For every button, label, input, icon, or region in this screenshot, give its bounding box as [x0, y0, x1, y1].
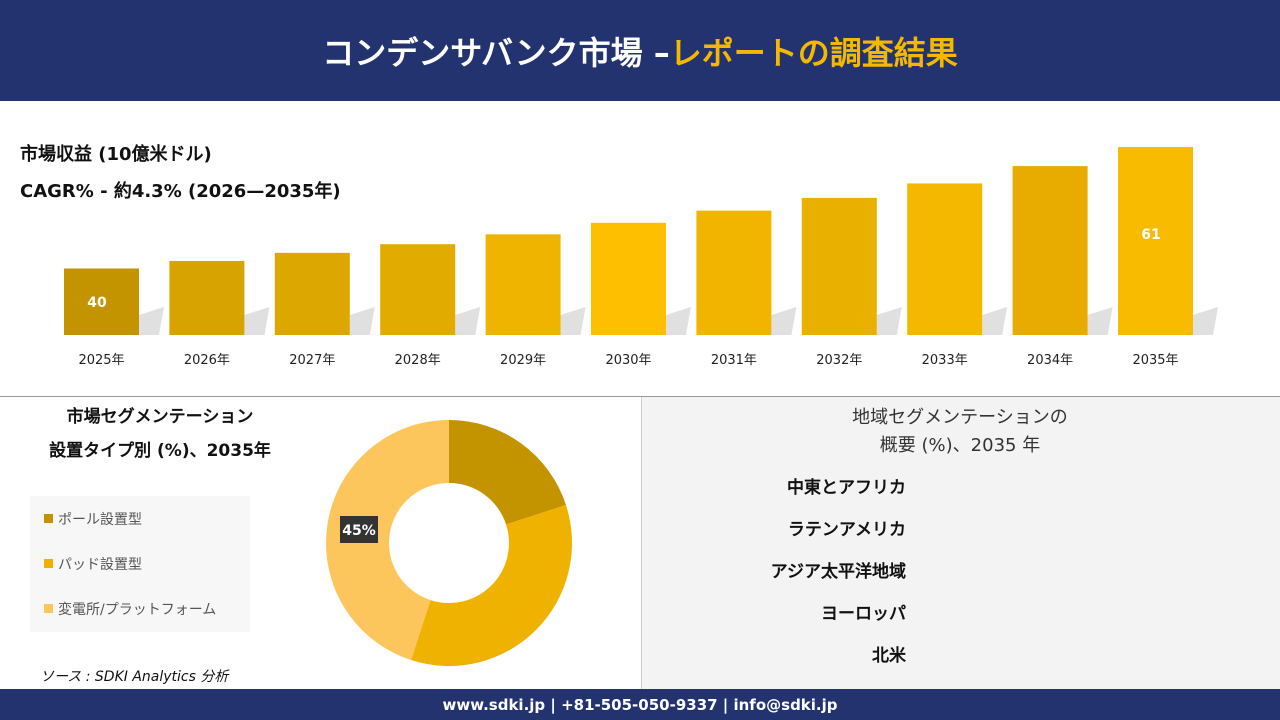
x-tick-label: 2034年 — [1027, 353, 1073, 368]
donut-legend: ポール設置型 パッド設置型 変電所/プラットフォーム — [30, 496, 250, 632]
bar-2032年 — [801, 197, 877, 335]
x-tick-label: 2027年 — [289, 353, 335, 368]
bar-shadow — [1087, 307, 1113, 335]
donut-slice-パッド設置型 — [410, 504, 573, 667]
bar-shadow — [666, 307, 691, 335]
regional-panel — [641, 397, 1280, 689]
region-label: 北米 — [872, 646, 906, 666]
bar-shadow — [455, 307, 481, 335]
source-note: ソース : SDKI Analytics 分析 — [40, 669, 229, 685]
regional-title: 地域セグメンテーションの 概要 (%)、2035 年 — [760, 404, 1160, 460]
legend-item: ポール設置型 — [30, 496, 250, 541]
segment-title-line1: 市場セグメンテーション — [66, 407, 254, 427]
legend-label: 変電所/プラットフォーム — [58, 601, 217, 618]
x-tick-label: 2035年 — [1132, 353, 1178, 368]
x-tick-label: 2032年 — [816, 353, 862, 368]
region-label: ヨーロッパ — [821, 604, 906, 624]
legend-swatch — [44, 604, 53, 613]
regional-title-line2: 概要 (%)、2035 年 — [879, 435, 1041, 456]
footer-contact: www.sdki.jp | +81-505-050-9337 | info@sd… — [0, 689, 1280, 720]
x-tick-label: 2031年 — [711, 353, 757, 368]
x-tick-label: 2026年 — [184, 353, 230, 368]
x-tick-label: 2033年 — [922, 353, 968, 368]
bar-2034年 — [1012, 166, 1088, 335]
bar-2030年 — [591, 222, 666, 335]
cagr-subtitle: CAGR% - 約4.3% (2026—2035年) — [20, 181, 341, 202]
bar-data-label: 40 — [87, 295, 107, 311]
donut-data-label: 45% — [342, 523, 376, 539]
x-tick-label: 2028年 — [395, 353, 441, 368]
bar-2028年 — [380, 244, 456, 335]
header-banner: コンデンサバンク市場 – レポートの調査結果 — [0, 0, 1280, 101]
legend-swatch — [44, 514, 53, 523]
divider — [0, 396, 1280, 397]
donut-slice-ポール設置型 — [449, 420, 566, 525]
title-accent: レポートの調査結果 — [669, 33, 958, 72]
bar-2031年 — [696, 210, 772, 335]
bar-shadow — [349, 307, 375, 335]
bar-shadow — [244, 307, 270, 335]
x-tick-label: 2030年 — [605, 353, 651, 368]
regional-title-line1: 地域セグメンテーションの — [852, 407, 1068, 428]
donut-slice-変電所/プラットフォーム — [325, 420, 449, 660]
bar-2026年 — [169, 260, 245, 335]
bar-shadow — [560, 307, 586, 335]
region-label: 中東とアフリカ — [787, 478, 906, 498]
bar-2035年 — [1118, 147, 1193, 335]
bar-shadow — [139, 307, 164, 335]
segment-title-line2: 設置タイプ別 (%)、2035年 — [49, 441, 271, 461]
bar-2025年 — [64, 268, 139, 335]
segment-title: 市場セグメンテーション 設置タイプ別 (%)、2035年 — [20, 400, 300, 468]
bar-2033年 — [907, 183, 983, 335]
region-label: アジア太平洋地域 — [770, 562, 906, 582]
bar-2029年 — [485, 234, 561, 335]
title-main: コンデンサバンク市場 – — [322, 33, 670, 72]
donut-label-box — [340, 516, 378, 543]
legend-item: 変電所/プラットフォーム — [30, 586, 250, 631]
x-tick-label: 2029年 — [500, 353, 546, 368]
bar-2027年 — [274, 252, 350, 335]
legend-item: パッド設置型 — [30, 541, 250, 586]
bar-data-label: 61 — [1141, 227, 1160, 243]
revenue-chart-title: 市場収益 (10億米ドル) — [20, 144, 212, 165]
bar-shadow — [982, 307, 1008, 335]
bar-shadow — [771, 307, 797, 335]
region-label: ラテンアメリカ — [787, 520, 906, 540]
legend-swatch — [44, 559, 53, 568]
legend-label: パッド設置型 — [58, 556, 142, 573]
bar-shadow — [1193, 307, 1218, 335]
legend-label: ポール設置型 — [58, 511, 142, 528]
x-tick-label: 2025年 — [78, 353, 124, 368]
bar-shadow — [876, 307, 902, 335]
